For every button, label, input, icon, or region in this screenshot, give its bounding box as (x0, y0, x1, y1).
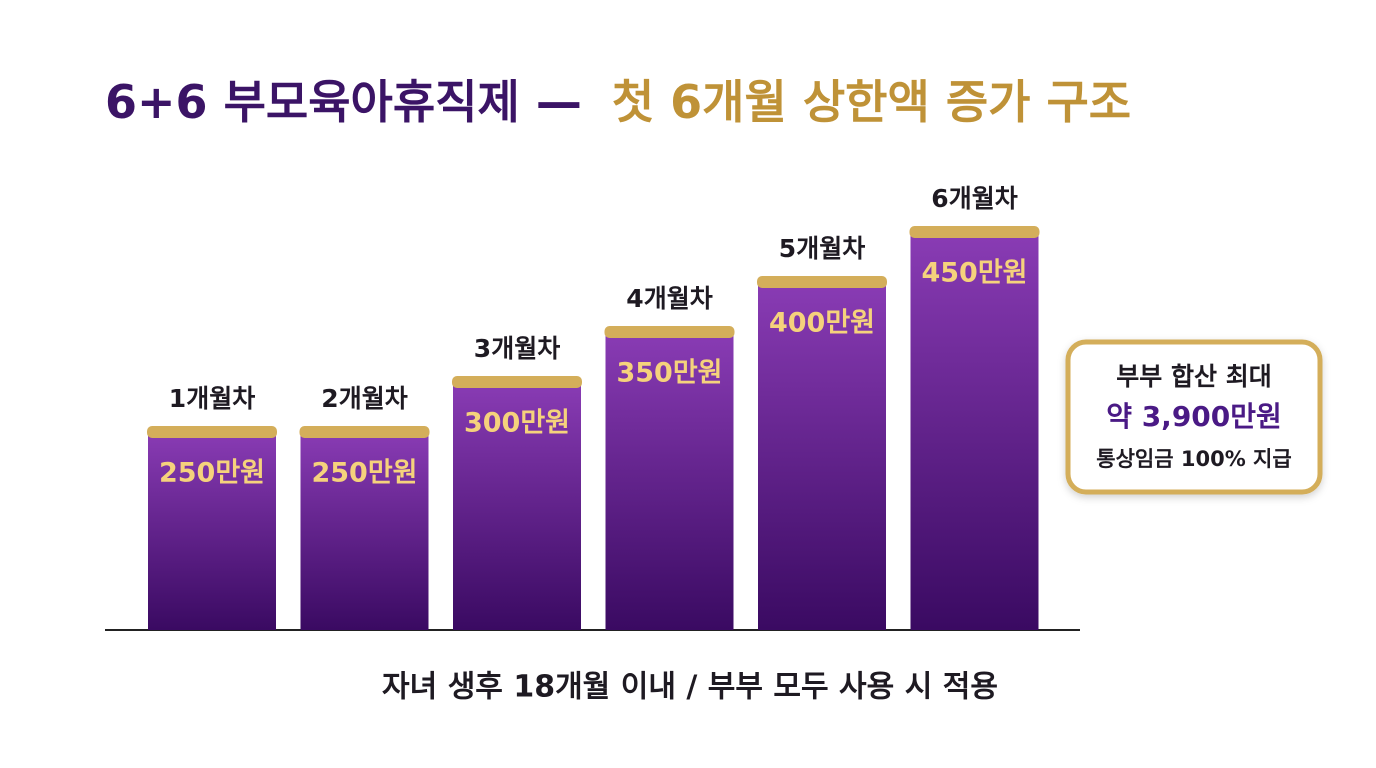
value-label: 350만원 (616, 358, 722, 389)
category-label: 4개월차 (626, 284, 712, 313)
category-label: 1개월차 (169, 384, 255, 413)
category-label: 6개월차 (931, 184, 1017, 213)
bar-cap (299, 426, 430, 438)
bar (148, 430, 276, 630)
value-label: 300만원 (464, 408, 570, 439)
bar (453, 380, 581, 630)
value-label: 450만원 (921, 258, 1027, 289)
callout-box (1065, 339, 1323, 495)
category-label: 2개월차 (321, 384, 407, 413)
category-label: 5개월차 (779, 234, 865, 263)
callout-line: 통상임금 100% 지급 (1096, 447, 1291, 471)
callout: 부부 합산 최대 약 3,900만원 통상임금 100% 지급 (1065, 339, 1323, 495)
category-label: 3개월차 (474, 334, 560, 363)
bar-cap (604, 326, 735, 338)
footnote: 자녀 생후 18개월 이내 / 부부 모두 사용 시 적용 (382, 670, 998, 705)
bar-cap (909, 226, 1040, 238)
value-label: 400만원 (769, 308, 875, 339)
bar-cap (147, 426, 277, 438)
title-highlight: 첫 6개월 상한액 증가 구조 (612, 75, 1131, 129)
value-label: 250만원 (311, 458, 417, 489)
callout-highlight: 약 3,900만원 (1106, 400, 1282, 433)
chart-title: 6+6 부모육아휴직제 — 첫 6개월 상한액 증가 구조 (105, 75, 1131, 129)
title-main: 6+6 부모육아휴직제 — (105, 75, 582, 129)
bar (758, 280, 886, 630)
bar (910, 230, 1039, 630)
bar (605, 330, 734, 630)
bar (300, 430, 429, 630)
bar-cap (452, 376, 582, 388)
callout-line: 부부 합산 최대 (1116, 362, 1271, 391)
bar-cap (757, 276, 887, 288)
value-label: 250만원 (159, 458, 265, 489)
